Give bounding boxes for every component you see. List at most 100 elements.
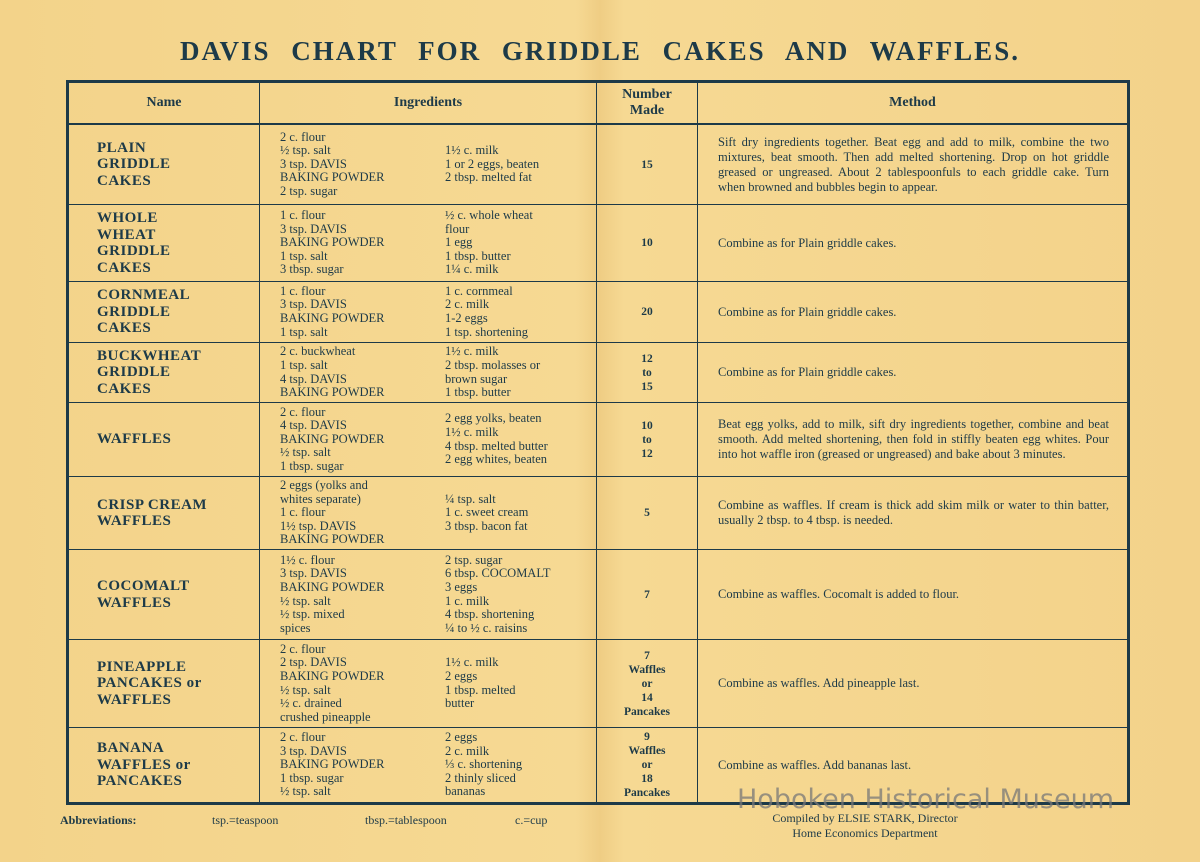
ingredient: 3 tsp. DAVIS	[280, 566, 347, 581]
ingredients-cell: 2 c. flour 3 tsp. DAVIS BAKING POWDER 1 tbs…	[260, 728, 597, 802]
number-made: 15	[641, 158, 653, 171]
method-cell: Combine as waffles. Add bananas last.	[698, 728, 1127, 802]
method-text: Combine as for Plain griddle cakes.	[718, 235, 897, 250]
ingredient: ½ c. whole wheat	[445, 208, 533, 223]
credit: Compiled by ELSIE STARK, Director	[772, 811, 958, 825]
name-cell: BANANA WAFFLES or PANCAKES	[69, 728, 260, 802]
column-header: Name	[69, 83, 260, 125]
name-cell: CRISP CREAM WAFFLES	[69, 477, 260, 550]
ingredient: BAKING POWDER	[280, 532, 385, 547]
ingredient: 1 tsp. salt	[280, 357, 328, 372]
ingredient: ½ tsp. mixed	[280, 607, 345, 622]
abbreviation: c.=cup	[515, 813, 548, 827]
recipe-name: GRIDDLE	[97, 303, 171, 320]
ingredients-right: 2 eggs 2 c. milk ⅓ c. shortening 2 thinly s…	[445, 730, 522, 799]
recipe-name: GRIDDLE	[97, 156, 171, 173]
ingredient: 1 tbsp. sugar	[280, 770, 344, 785]
ingredient: brown sugar	[445, 371, 508, 386]
method-text: Combine as waffles. Add bananas last.	[718, 757, 912, 772]
ingredient: 2 eggs	[445, 730, 478, 745]
method-cell: Combine as for Plain griddle cakes.	[698, 343, 1127, 403]
ingredients-left: 2 c. flour ½ tsp. salt 3 tsp. DAVIS BAKING …	[280, 130, 385, 199]
ingredients-right: 2 tsp. sugar 6 tbsp. COCOMALT 3 eggs 1 c. m…	[445, 553, 551, 636]
ingredient: 3 tsp. DAVIS	[280, 743, 347, 758]
header-text: Ingredients	[393, 95, 463, 110]
number-made: 7	[644, 588, 650, 601]
ingredient: 1 c. flour	[280, 505, 326, 520]
number-made: 15	[641, 380, 653, 393]
name-cell: WAFFLES	[69, 403, 260, 477]
ingredient: 3 tsp. DAVIS	[280, 156, 347, 171]
header-text: Name	[146, 95, 182, 110]
method-text: Combine as waffles. Cocomalt is added to…	[718, 587, 960, 601]
ingredients-left: 2 eggs (yolks and whites separate) 1 c. fl…	[280, 478, 385, 547]
method-text: Combine as waffles. If cream is thick ad…	[718, 498, 1109, 527]
ingredient: 1 c. sweet cream	[445, 505, 529, 520]
ingredient: 4 tsp. DAVIS	[280, 418, 347, 433]
ingredients-left: 2 c. flour 2 tsp. DAVIS BAKING POWDER ½ tsp…	[280, 641, 385, 725]
ingredient: 3 tsp. DAVIS	[280, 297, 347, 312]
ingredients-left: 1 c. flour 3 tsp. DAVIS BAKING POWDER 1 tsp…	[280, 284, 385, 339]
ingredient: 2 c. flour	[280, 730, 326, 745]
ingredient: 2 tbsp. melted fat	[445, 170, 532, 185]
number-made: 9	[644, 731, 650, 743]
method-text: Beat egg yolks, add to milk, sift dry in…	[718, 417, 1109, 461]
made-cell: 15	[597, 125, 698, 205]
ingredient: 2 tsp. DAVIS	[280, 655, 347, 670]
ingredient: 2 tsp. sugar	[280, 183, 338, 198]
title: DAVIS CHART FOR GRIDDLE CAKES AND WAFFLE…	[180, 36, 1020, 66]
ingredient: 2 c. flour	[280, 641, 326, 656]
recipe-name: CRISP CREAM	[97, 496, 208, 513]
ingredient: 3 tsp. DAVIS	[280, 221, 347, 236]
recipe-name: WHEAT	[97, 226, 156, 243]
recipe-name: PANCAKES or	[97, 675, 202, 692]
number-made: to	[642, 433, 652, 446]
method-cell: Beat egg yolks, add to milk, sift dry in…	[698, 403, 1127, 477]
ingredient: 2 c. milk	[445, 297, 490, 312]
recipe-name: WAFFLES	[97, 594, 172, 611]
recipe-name: BANANA	[97, 740, 165, 757]
method-text: Combine as waffles. Add pineapple last.	[718, 676, 920, 690]
ingredients-right: 1½ c. milk 2 tbsp. molasses or brown sugar…	[445, 345, 540, 399]
number-made: 14	[641, 691, 653, 704]
number-made: Pancakes	[624, 787, 670, 799]
ingredients-right: 1½ c. milk 2 eggs 1 tbsp. melted butter	[445, 656, 515, 710]
made-cell: 7 Waffles or 14 Pancakes	[597, 640, 698, 728]
ingredient: 2 egg yolks, beaten	[445, 411, 542, 426]
abbreviation: tbsp.=tablespoon	[365, 813, 447, 827]
ingredient: 1½ c. flour	[280, 552, 335, 567]
method-cell: Combine as waffles. Add pineapple last.	[698, 640, 1127, 728]
recipe-name: PINEAPPLE	[97, 658, 187, 675]
ingredient: BAKING POWDER	[280, 757, 385, 772]
ingredient: 3 eggs	[445, 579, 478, 594]
ingredient: 3 tbsp. sugar	[280, 262, 344, 277]
method-cell: Combine as for Plain griddle cakes.	[698, 282, 1127, 343]
ingredient: 1¼ c. milk	[445, 262, 499, 277]
ingredient: 1 c. milk	[445, 593, 490, 608]
ingredient: ½ tsp. salt	[280, 784, 331, 799]
watermark: Hoboken Historical Museum	[737, 784, 1115, 815]
ingredient: 2 egg whites, beaten	[445, 452, 548, 467]
made-cell: 7	[597, 550, 698, 640]
ingredient: ½ c. drained	[280, 696, 342, 711]
ingredient: 2 eggs (yolks and	[280, 478, 368, 493]
name-cell: WHOLE WHEAT GRIDDLE CAKES	[69, 205, 260, 282]
ingredients-cell: 2 c. flour 2 tsp. DAVIS BAKING POWDER ½ tsp…	[260, 640, 597, 728]
name-cell: BUCKWHEAT GRIDDLE CAKES	[69, 343, 260, 403]
recipe-name: BUCKWHEAT	[97, 347, 202, 364]
number-made: 12	[641, 352, 653, 365]
number-made: 10	[641, 419, 653, 432]
ingredient: spices	[280, 620, 311, 635]
name-cell: PLAIN GRIDDLE CAKES	[69, 125, 260, 205]
name-cell: COCOMALT WAFFLES	[69, 550, 260, 640]
made-cell: 10	[597, 205, 698, 282]
ingredient: 4 tbsp. shortening	[445, 607, 535, 622]
ingredient: 6 tbsp. COCOMALT	[445, 566, 551, 581]
number-made: Waffles	[628, 745, 666, 757]
method-cell: Combine as waffles. Cocomalt is added to…	[698, 550, 1127, 640]
ingredient: BAKING POWDER	[280, 579, 385, 594]
ingredient: 1½ c. milk	[445, 655, 499, 670]
ingredients-right: 1½ c. milk 1 or 2 eggs, beaten 2 tbsp. mel…	[445, 144, 539, 185]
ingredient: BAKING POWDER	[280, 311, 385, 325]
